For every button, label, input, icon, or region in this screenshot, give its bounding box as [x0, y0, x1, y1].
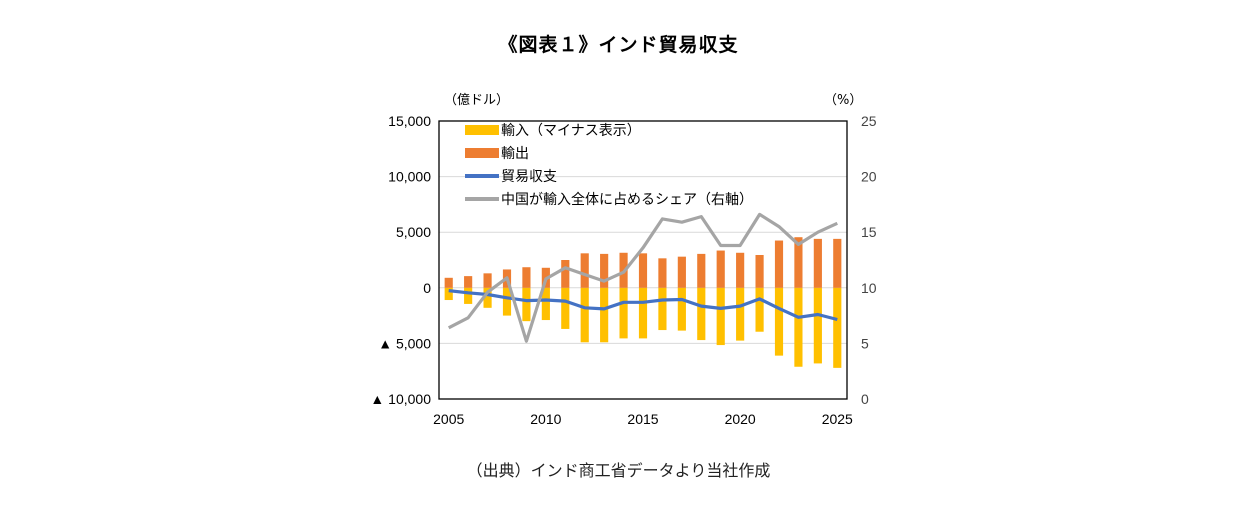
y-tick-label: 5,000: [396, 224, 431, 240]
y2-tick-label: 10: [861, 280, 877, 296]
export-bar: [755, 254, 764, 288]
export-bar: [697, 253, 706, 288]
export-bar: [658, 258, 667, 288]
import-bar: [483, 287, 492, 308]
import-bar: [522, 287, 531, 322]
y-tick-label: ▲ 10,000: [370, 391, 431, 407]
import-bar: [794, 287, 803, 367]
y-tick-label: 10,000: [388, 169, 431, 185]
x-tick-label: 2005: [433, 411, 464, 427]
export-bar: [561, 260, 570, 288]
export-bar: [833, 238, 842, 288]
import-bar: [619, 287, 628, 339]
y-axis-ticks: 15,000 10,000 5,000 0 ▲ 5,000 ▲ 10,000: [370, 113, 431, 407]
export-bar: [813, 238, 822, 288]
import-bar: [541, 287, 550, 321]
export-bar: [794, 237, 803, 288]
lines: [447, 212, 838, 343]
export-bar: [522, 267, 531, 288]
export-bar: [580, 253, 589, 288]
china-share-line: [447, 212, 838, 343]
x-tick-label: 2015: [627, 411, 658, 427]
import-bar: [580, 287, 589, 343]
export-bar: [736, 252, 745, 288]
import-bar: [813, 287, 822, 364]
import-bar: [677, 287, 686, 331]
y2-tick-label: 20: [861, 169, 877, 185]
x-tick-label: 2025: [822, 411, 853, 427]
x-tick-label: 2020: [725, 411, 756, 427]
source-note: （出典）インド商工省データより当社作成: [466, 461, 771, 480]
x-tick-label: 2010: [530, 411, 561, 427]
legend-label: 輸出: [501, 146, 529, 162]
export-bar: [444, 277, 453, 288]
export-bar: [677, 256, 686, 288]
export-bar: [774, 240, 784, 288]
legend-swatch: [465, 148, 499, 158]
import-bar: [736, 287, 745, 341]
import-bar: [444, 287, 453, 301]
export-bar: [638, 253, 648, 288]
legend-swatch: [465, 125, 499, 135]
plot-frame: [438, 120, 848, 400]
y2-tick-label: 15: [861, 224, 877, 240]
y2-axis-label: （%）: [824, 93, 862, 108]
y2-tick-label: 5: [861, 335, 869, 351]
y-tick-label: ▲ 5,000: [378, 335, 431, 351]
import-bar: [502, 287, 512, 316]
x-axis-ticks: 2005 2010 2015 2020 2025: [433, 411, 853, 427]
y2-tick-label: 0: [861, 391, 869, 407]
y2-axis-ticks: 25 20 15 10 5 0: [861, 113, 877, 407]
export-bar: [600, 253, 609, 288]
y-axis-label: （億ドル）: [444, 92, 509, 108]
import-bar: [658, 287, 667, 331]
export-bar: [483, 273, 492, 288]
legend-label: 輸入（マイナス表示）: [501, 123, 641, 139]
legend-label: 中国が輸入全体に占めるシェア（右軸）: [501, 191, 753, 208]
import-bar: [638, 287, 648, 339]
chart-title: 《図表１》インド貿易収支: [498, 34, 739, 56]
import-bar: [561, 287, 570, 329]
export-bar: [464, 276, 473, 288]
import-bar: [716, 287, 725, 346]
import-bar: [697, 287, 706, 341]
import-bar: [774, 287, 784, 356]
y2-tick-label: 25: [861, 113, 877, 129]
legend-label: 貿易収支: [501, 169, 557, 185]
export-bar: [716, 250, 725, 288]
y-tick-label: 0: [423, 280, 431, 296]
import-bar: [833, 287, 842, 368]
y-tick-label: 15,000: [388, 113, 431, 129]
import-bar: [600, 287, 609, 343]
import-bar: [755, 287, 764, 332]
import-bar: [464, 287, 473, 304]
